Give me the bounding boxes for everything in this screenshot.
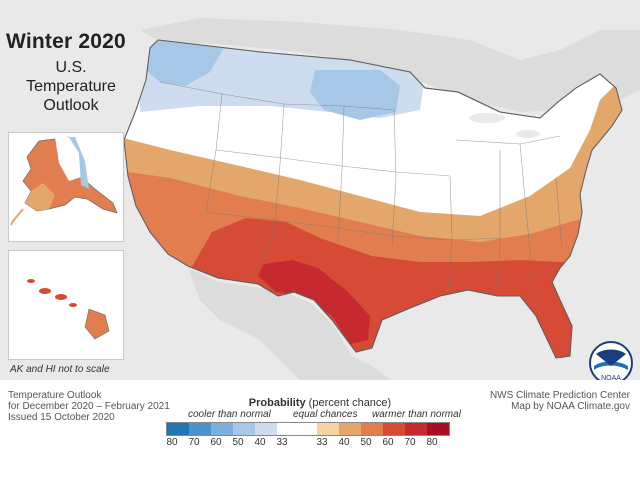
cool-40-northwest	[145, 40, 225, 86]
title-block: Winter 2020 U.S. Temperature Outlook	[6, 30, 136, 115]
hawaii-map	[27, 279, 110, 340]
legend-tick-label: 60	[382, 437, 394, 448]
legend-cooler: cooler than normal	[188, 409, 271, 420]
hawaii-inset	[8, 250, 124, 360]
subtitle-line-1: U.S.	[55, 59, 87, 76]
legend-tick-label: 80	[166, 437, 178, 448]
legend-swatch-warm-5	[427, 423, 449, 435]
cool-40-northcentral	[310, 70, 400, 120]
legend-color-bar	[166, 422, 450, 436]
legend-tick-label: 40	[338, 437, 350, 448]
alaska-map	[10, 136, 118, 226]
outlook-info: Temperature Outlook for December 2020 – …	[8, 390, 170, 423]
legend-tick-label: 50	[360, 437, 372, 448]
legend-swatch-warm-0	[317, 423, 339, 435]
legend-tick-label: 60	[210, 437, 222, 448]
alaska-inset	[8, 132, 124, 242]
legend-swatch-cool-4	[255, 423, 277, 435]
outlook-period: for December 2020 – February 2021	[8, 401, 170, 412]
great-lakes	[469, 113, 505, 123]
legend-tick-label: 33	[316, 437, 328, 448]
legend-tick-label: 70	[188, 437, 200, 448]
legend-swatch-warm-4	[405, 423, 427, 435]
legend-ticks: 80 70 60 50 40 33 33 40 50 60 70 80	[160, 437, 480, 449]
canada-landmass	[140, 18, 640, 112]
legend-title-rest: (percent chance)	[305, 397, 392, 409]
issue-date: Issued 15 October 2020	[8, 412, 115, 423]
legend-swatch-warm-1	[339, 423, 361, 435]
credits: NWS Climate Prediction Center Map by NOA…	[490, 390, 630, 412]
noaa-logo-text: NOAA	[601, 375, 621, 382]
inset-scale-note: AK and HI not to scale	[10, 364, 110, 375]
legend-swatch-warm-2	[361, 423, 383, 435]
legend-tick-label: 50	[232, 437, 244, 448]
legend-swatch-equal	[277, 423, 317, 435]
mexico-landmass	[188, 268, 392, 380]
legend-title-bold: Probability	[248, 397, 306, 409]
legend-swatch-cool-3	[233, 423, 255, 435]
legend-tick-label: 40	[254, 437, 266, 448]
credit-climate-gov: Map by NOAA Climate.gov	[511, 401, 630, 412]
footer: Temperature Outlook for December 2020 – …	[0, 380, 640, 480]
legend-tick-label: 70	[404, 437, 416, 448]
subtitle-line-3: Outlook	[43, 97, 99, 114]
legend-swatch-cool-1	[189, 423, 211, 435]
subtitle-line-2: Temperature	[26, 78, 116, 95]
map-subtitle: U.S. Temperature Outlook	[6, 58, 136, 115]
outlook-type: Temperature Outlook	[8, 390, 102, 401]
legend-swatch-warm-3	[383, 423, 405, 435]
outlook-map	[123, 18, 640, 380]
legend-swatch-cool-2	[211, 423, 233, 435]
legend-warmer: warmer than normal	[372, 409, 461, 420]
great-lakes-east	[516, 130, 540, 138]
legend-swatch-cool-0	[167, 423, 189, 435]
state-borders	[159, 81, 563, 291]
credit-cpc: NWS Climate Prediction Center	[489, 390, 630, 401]
legend-title: Probability (percent chance)	[170, 397, 470, 409]
legend-tick-label: 80	[426, 437, 438, 448]
map-title: Winter 2020	[6, 30, 126, 53]
legend-equal: equal chances	[293, 409, 358, 420]
us-border-overlay	[123, 39, 623, 359]
legend-tick-label: 33	[276, 437, 288, 448]
